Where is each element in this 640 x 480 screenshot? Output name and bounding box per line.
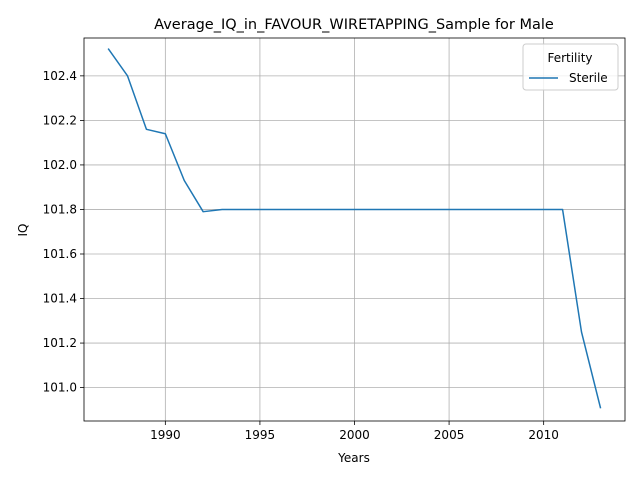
series-layer	[107, 48, 602, 409]
chart-title: Average_IQ_in_FAVOUR_WIRETAPPING_Sample …	[154, 17, 554, 33]
legend: Fertility Sterile	[522, 43, 619, 91]
y-tick-label: 101.0	[43, 381, 77, 395]
x-axis: 1990 1995 2000 2005 2010	[150, 421, 559, 442]
x-tick-label: 2005	[434, 428, 465, 442]
series-line-sterile	[107, 48, 602, 409]
y-axis: 101.0 101.2 101.4 101.6 101.8 102.0 102.2 102.4	[43, 69, 84, 395]
y-tick-label: 102.0	[43, 158, 77, 172]
grid-lines	[84, 38, 625, 421]
x-axis-label: Years	[337, 451, 370, 465]
y-tick-label: 101.8	[43, 202, 77, 216]
y-tick-label: 101.2	[43, 336, 77, 350]
y-tick-label: 102.2	[43, 113, 77, 127]
y-tick-label: 101.4	[43, 292, 77, 306]
legend-entry-label: Sterile	[569, 71, 608, 85]
x-tick-label: 1995	[245, 428, 276, 442]
legend-title: Fertility	[547, 51, 592, 65]
x-tick-label: 1990	[150, 428, 181, 442]
y-axis-label: IQ	[16, 224, 30, 237]
x-tick-label: 2010	[528, 428, 559, 442]
x-tick-label: 2000	[339, 428, 370, 442]
y-tick-label: 102.4	[43, 69, 77, 83]
y-tick-label: 101.6	[43, 247, 77, 261]
